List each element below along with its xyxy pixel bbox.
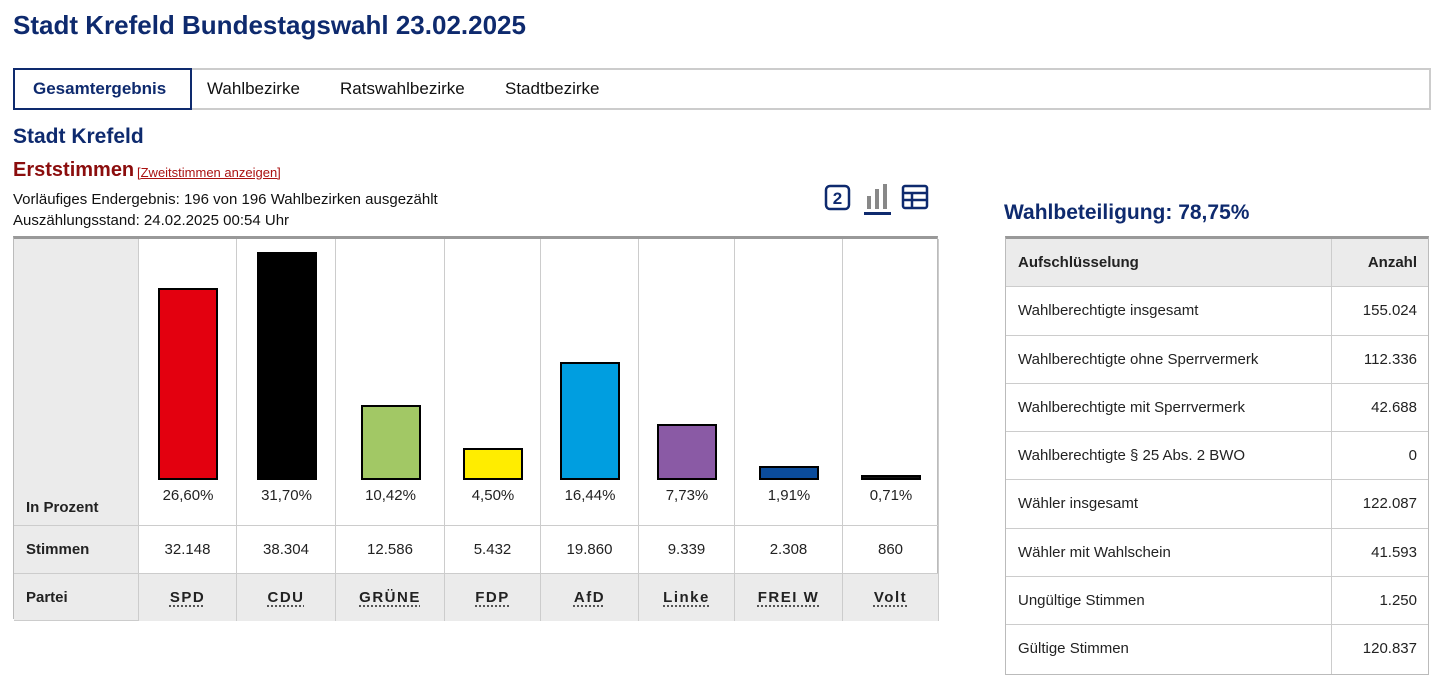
toggle-link[interactable]: [Zweitstimmen anzeigen] [137, 165, 281, 180]
chart-cell [336, 239, 445, 526]
tab-bar: Gesamtergebnis Wahlbezirke Ratswahlbezir… [13, 68, 1431, 110]
value-label: 26,60% [162, 487, 214, 504]
value-label: 0,71% [869, 487, 913, 504]
table-row: Wahlberechtigte mit Sperrvermerk 42.688 [1006, 383, 1429, 433]
party-link[interactable]: Linke [639, 574, 735, 621]
row-value: 1.250 [1331, 577, 1429, 625]
icon-chart[interactable] [864, 184, 891, 215]
row-value: 112.336 [1331, 335, 1429, 383]
tab[interactable]: Gesamtergebnis [13, 68, 192, 110]
row-label: In Prozent [14, 239, 139, 526]
party-link[interactable]: CDU [237, 574, 336, 621]
party-link[interactable]: GRÜNE [336, 574, 445, 621]
votes-cell: 860 [843, 526, 939, 574]
table-row: Ungültige Stimmen 1.250 [1006, 577, 1429, 626]
row-label: Wähler mit Wahlschein [1018, 543, 1171, 561]
votes-cell: 9.339 [639, 526, 735, 574]
row-label: Stimmen [14, 526, 139, 574]
chart-cell [237, 239, 336, 526]
table-row: Wahlberechtigte § 25 Abs. 2 BWO 0 [1006, 432, 1429, 481]
bar [759, 466, 819, 480]
table-row: Gültige Stimmen 120.837 [1006, 625, 1429, 674]
party-link[interactable]: Volt [843, 574, 939, 621]
chart-cell [541, 239, 639, 526]
table-row: Wahlberechtigte ohne Sperrvermerk 112.336 [1006, 335, 1429, 384]
row-label: Wahlberechtigte insgesamt [1018, 302, 1199, 320]
row-label: Gültige Stimmen [1018, 640, 1129, 658]
turnout-title: Wahlbeteiligung: 78,75% [1004, 201, 1250, 224]
row-label: Ungültige Stimmen [1018, 592, 1145, 610]
row-label: Wahlberechtigte ohne Sperrvermerk [1018, 350, 1259, 368]
votes-cell: 19.860 [541, 526, 639, 574]
page-title: Stadt Krefeld Bundestagswahl 23.02.2025 [13, 10, 526, 40]
votes-cell: 12.586 [336, 526, 445, 574]
row-value: 42.688 [1331, 383, 1429, 432]
icon-second-votes[interactable]: 2 [824, 184, 851, 211]
icon-table[interactable] [901, 184, 929, 210]
row-value: 155.024 [1331, 287, 1429, 335]
party-link[interactable]: AfD [541, 574, 639, 621]
bar [256, 251, 317, 480]
value-label: 1,91% [767, 487, 811, 504]
row-label: Partei [14, 574, 139, 621]
party-link[interactable]: FDP [445, 574, 541, 621]
row-label: Wahlberechtigte mit Sperrvermerk [1018, 398, 1246, 416]
chart-cell [735, 239, 843, 526]
row-value: 0 [1331, 432, 1429, 480]
chart-cell [639, 239, 735, 526]
results-table: In Prozent Stimmen Partei 26,60% 32.148 SPD 31… [13, 236, 939, 621]
votes-cell: 5.432 [445, 526, 541, 574]
status-line: Vorläufiges Endergebnis: 196 von 196 Wah… [13, 191, 438, 208]
row-value: 122.087 [1331, 480, 1429, 528]
bar [360, 404, 421, 480]
section-title: Stadt Krefeld [13, 125, 144, 148]
table-row: Wähler insgesamt 122.087 [1006, 480, 1429, 529]
value-label: 31,70% [261, 487, 312, 504]
value-label: 7,73% [665, 487, 709, 504]
party-link[interactable]: SPD [139, 574, 237, 621]
svg-text:2: 2 [833, 189, 842, 208]
header-cell: Anzahl [1331, 239, 1429, 287]
bar [861, 474, 921, 480]
row-label: Wähler insgesamt [1018, 495, 1139, 513]
table-row: Wähler mit Wahlschein 41.593 [1006, 528, 1429, 578]
value-label: 10,42% [365, 487, 416, 504]
vote-type: Erststimmen [13, 159, 135, 181]
row-label: Wahlberechtigte § 25 Abs. 2 BWO [1018, 447, 1246, 465]
value-label: 4,50% [471, 487, 515, 504]
value-label: 16,44% [564, 487, 616, 504]
row-value: 41.593 [1331, 528, 1429, 577]
bar [560, 361, 620, 480]
chart-cell [139, 239, 237, 526]
table-row: Wahlberechtigte insgesamt 155.024 [1006, 287, 1429, 336]
view-icons: 2 [824, 184, 929, 215]
turnout-table: Aufschlüsselung Anzahl Wahlberechtigte ins… [1005, 236, 1429, 675]
header-cell: Aufschlüsselung [1018, 254, 1139, 271]
table-header-row: Aufschlüsselung Anzahl [1006, 239, 1429, 288]
bar [657, 424, 717, 480]
votes-cell: 2.308 [735, 526, 843, 574]
bar [463, 447, 523, 480]
party-link[interactable]: FREI W [735, 574, 843, 621]
status-line: Auszählungsstand: 24.02.2025 00:54 Uhr [13, 212, 290, 229]
chart-cell [843, 239, 939, 526]
tab[interactable]: Stadtbezirke [505, 79, 600, 98]
votes-cell: 38.304 [237, 526, 336, 574]
chart-cell [445, 239, 541, 526]
bar [158, 288, 218, 480]
tab[interactable]: Wahlbezirke [207, 79, 300, 98]
row-value: 120.837 [1331, 625, 1429, 674]
tab[interactable]: Ratswahlbezirke [340, 79, 465, 98]
votes-cell: 32.148 [139, 526, 237, 574]
